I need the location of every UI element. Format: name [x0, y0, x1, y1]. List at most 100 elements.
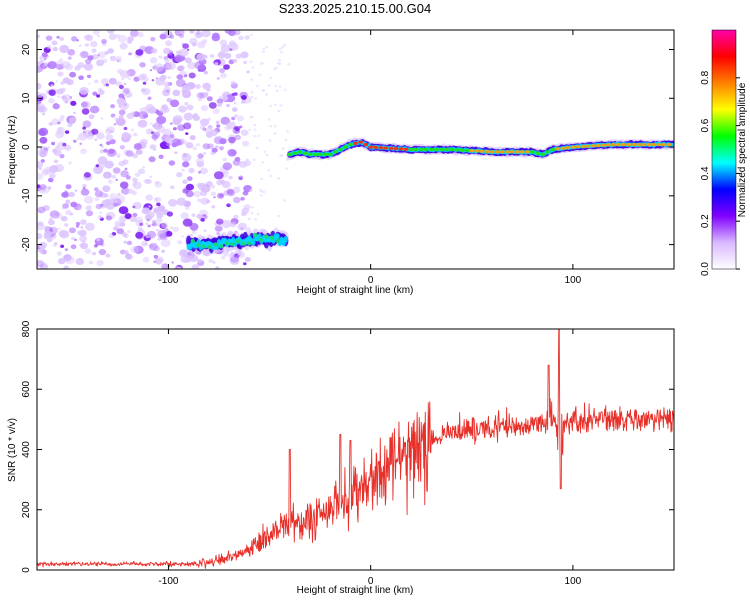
noise-blob: [205, 216, 209, 219]
noise-blob: [80, 148, 87, 155]
noise-blob: [65, 199, 71, 204]
noise-blob: [216, 98, 224, 105]
spectrogram-xtick-label: 0: [368, 275, 374, 286]
noise-blob: [97, 51, 106, 59]
snr-series-line: [37, 329, 674, 569]
ridge-peak: [519, 150, 525, 154]
noise-blob: [228, 253, 234, 258]
noise-blob: [124, 91, 133, 98]
noise-blob: [37, 103, 46, 111]
noise-blob: [105, 174, 110, 178]
noise-blob: [73, 139, 77, 143]
noise-blob: [197, 153, 204, 159]
noise-blob: [170, 185, 175, 190]
noise-blob: [177, 240, 183, 245]
ridge-peak: [459, 148, 465, 152]
noise-blob: [160, 222, 169, 229]
noise-blob: [153, 139, 157, 142]
noise-blob: [100, 243, 105, 247]
noise-blob: [206, 96, 213, 102]
noise-blob: [105, 253, 111, 258]
noise-blob: [115, 178, 118, 181]
ridge-peak: [307, 152, 313, 156]
ridge-peak: [489, 150, 495, 154]
noise-blob: [45, 35, 53, 41]
noise-blob: [101, 39, 107, 44]
ridge-peak: [631, 143, 636, 147]
noise-blob: [53, 159, 59, 164]
noise-blob: [189, 30, 195, 34]
noise-blob: [109, 193, 117, 200]
noise-blob: [283, 43, 287, 47]
noise-blob: [255, 85, 259, 88]
noise-blob: [283, 199, 286, 202]
noise-blob: [82, 65, 86, 68]
noise-blob: [169, 34, 175, 39]
noise-blob: [123, 240, 128, 244]
noise-blob: [199, 190, 208, 197]
noise-blob: [234, 156, 241, 162]
noise-blob: [37, 206, 46, 214]
noise-blob: [170, 99, 180, 108]
noise-blob: [96, 132, 105, 140]
noise-blob: [138, 111, 148, 120]
ridge-peak: [525, 150, 530, 154]
noise-blob: [95, 203, 103, 210]
noise-blob: [268, 139, 272, 142]
noise-blob: [273, 67, 276, 71]
noise-blob: [56, 251, 63, 256]
noise-blob: [130, 245, 140, 253]
ridge-peak: [439, 147, 444, 152]
colorbar: 0.0 0.2 0.4 0.6 0.8 Normalized spectral ampl…: [700, 29, 748, 276]
noise-blob: [108, 33, 117, 41]
noise-blob: [156, 228, 160, 232]
noise-blob: [171, 261, 174, 264]
noise-blob: [119, 145, 125, 150]
noise-blob: [130, 30, 139, 37]
noise-blob: [106, 30, 115, 34]
noise-blob: [228, 175, 233, 180]
noise-blob: [94, 138, 98, 141]
snr-ticks: -100 0 100 0 200 400 600 800: [21, 320, 674, 587]
noise-blob: [220, 255, 226, 260]
ridge-peak: [322, 152, 328, 156]
noise-blob: [189, 223, 199, 231]
noise-blob: [275, 89, 279, 93]
noise-blob: [273, 125, 277, 128]
noise-blob: [250, 91, 254, 94]
noise-blob: [219, 179, 226, 185]
noise-blob: [161, 249, 166, 253]
noise-blob: [134, 172, 140, 177]
noise-blob: [104, 51, 109, 55]
noise-blob: [69, 71, 77, 78]
noise-blob: [215, 266, 220, 269]
noise-blob: [79, 235, 87, 243]
noise-blob: [62, 142, 67, 147]
noise-blob: [155, 217, 163, 223]
noise-blob: [149, 175, 152, 178]
noise-blob: [82, 126, 87, 130]
noise-blob: [166, 61, 176, 70]
noise-blob: [150, 37, 156, 42]
noise-blob: [130, 111, 136, 116]
noise-blob: [232, 58, 238, 63]
colorbar-ticks: 0.0 0.2 0.4 0.6 0.8: [700, 70, 740, 276]
ridge-peak: [626, 143, 631, 147]
noise-blob: [220, 44, 231, 53]
noise-blob: [257, 134, 261, 137]
noise-blob: [189, 37, 198, 45]
noise-blob: [191, 229, 197, 234]
noise-blob: [182, 92, 190, 99]
noise-blob: [115, 34, 121, 39]
noise-blob: [229, 256, 240, 265]
noise-blob: [113, 123, 117, 126]
noise-blob: [59, 154, 65, 159]
ridge-peak: [469, 149, 475, 153]
ridge-peak: [656, 143, 662, 147]
noise-blob: [78, 44, 82, 47]
noise-blob: [229, 40, 236, 46]
noise-blob: [105, 215, 112, 221]
noise-blob: [167, 76, 171, 79]
noise-blob: [86, 133, 94, 140]
noise-blob: [157, 237, 161, 241]
